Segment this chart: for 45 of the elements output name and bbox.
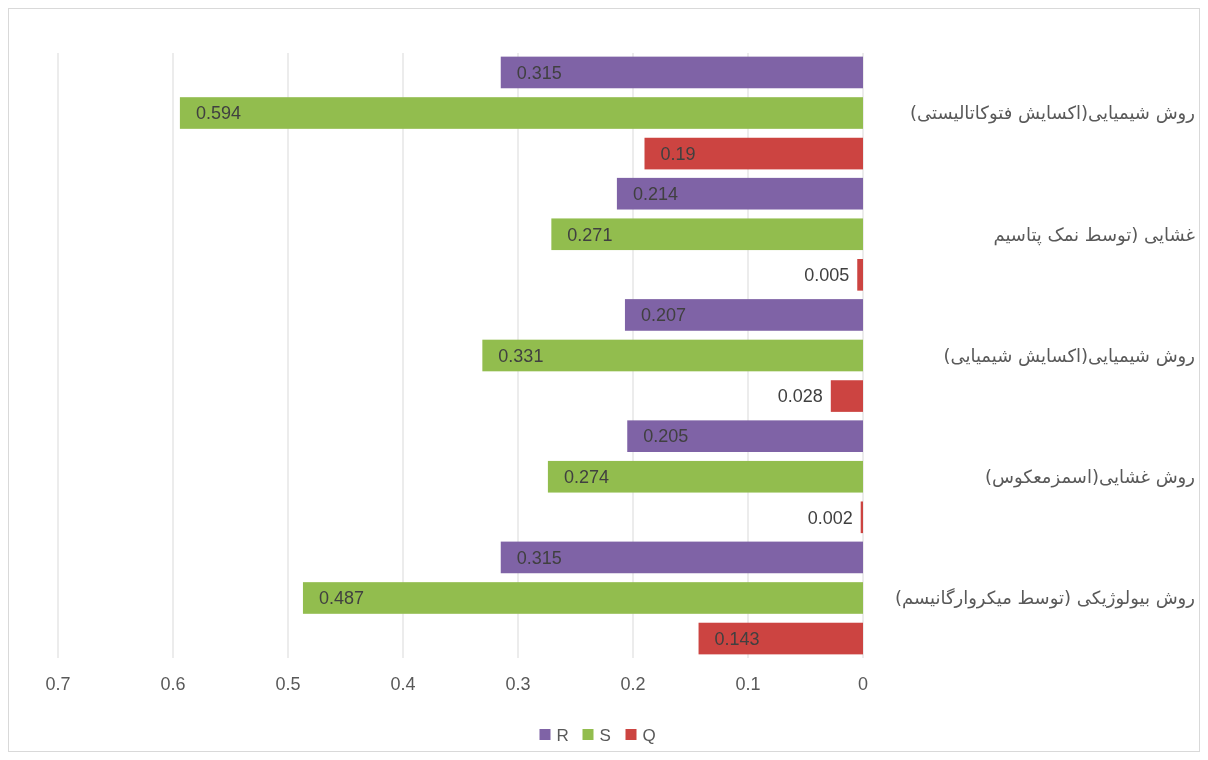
data-label: 0.207 bbox=[640, 305, 686, 326]
x-tick-label: 0.6 bbox=[160, 674, 186, 694]
bar bbox=[857, 259, 863, 291]
bar bbox=[627, 420, 863, 452]
data-label: 0.271 bbox=[567, 224, 613, 245]
bar bbox=[500, 56, 863, 89]
data-label: 0.028 bbox=[777, 386, 823, 407]
bar bbox=[698, 622, 863, 655]
data-label: 0.005 bbox=[804, 265, 850, 286]
legend-label: S bbox=[599, 725, 611, 745]
data-label: 0.487 bbox=[318, 588, 364, 609]
bar bbox=[547, 460, 863, 493]
x-tick-label: 0.4 bbox=[390, 674, 416, 694]
bar bbox=[830, 380, 863, 412]
bar bbox=[551, 218, 863, 251]
x-tick-label: 0.1 bbox=[735, 674, 761, 694]
x-tick-label: 0.2 bbox=[620, 674, 646, 694]
y-tick-label: روش غشایی(اسمزمعکوس) bbox=[984, 466, 1195, 489]
x-tick-label: 0.3 bbox=[505, 674, 531, 694]
bar bbox=[302, 582, 863, 614]
data-label: 0.315 bbox=[516, 547, 562, 568]
bar bbox=[624, 299, 863, 331]
x-tick-label: 0.7 bbox=[45, 674, 71, 694]
bar bbox=[644, 137, 863, 170]
x-tick-label: 0 bbox=[857, 674, 869, 694]
bar bbox=[482, 339, 863, 372]
y-tick-label: روش شیمیایی(اکسایش فتوکاتالیستی) bbox=[909, 102, 1195, 125]
bar bbox=[500, 541, 863, 574]
data-label: 0.274 bbox=[563, 467, 609, 488]
data-label: 0.205 bbox=[643, 426, 689, 447]
y-tick-label: غشایی (توسط نمک پتاسیم bbox=[993, 223, 1195, 246]
data-label: 0.594 bbox=[195, 103, 241, 124]
data-label: 0.19 bbox=[660, 143, 696, 164]
bar bbox=[179, 97, 863, 129]
legend-label: R bbox=[556, 725, 569, 745]
y-tick-label: روش شیمیایی(اکسایش شیمیایی) bbox=[943, 344, 1195, 367]
bar bbox=[616, 177, 863, 210]
data-label: 0.143 bbox=[714, 628, 760, 649]
legend-label: Q bbox=[642, 725, 656, 745]
y-tick-label: روش بیولوژیکی (توسط میکروارگانیسم) bbox=[894, 587, 1195, 610]
data-label: 0.315 bbox=[516, 62, 562, 83]
x-tick-label: 0.5 bbox=[275, 674, 301, 694]
data-label: 0.214 bbox=[632, 184, 678, 204]
data-label: 0.002 bbox=[807, 507, 853, 528]
data-label: 0.331 bbox=[498, 345, 544, 366]
